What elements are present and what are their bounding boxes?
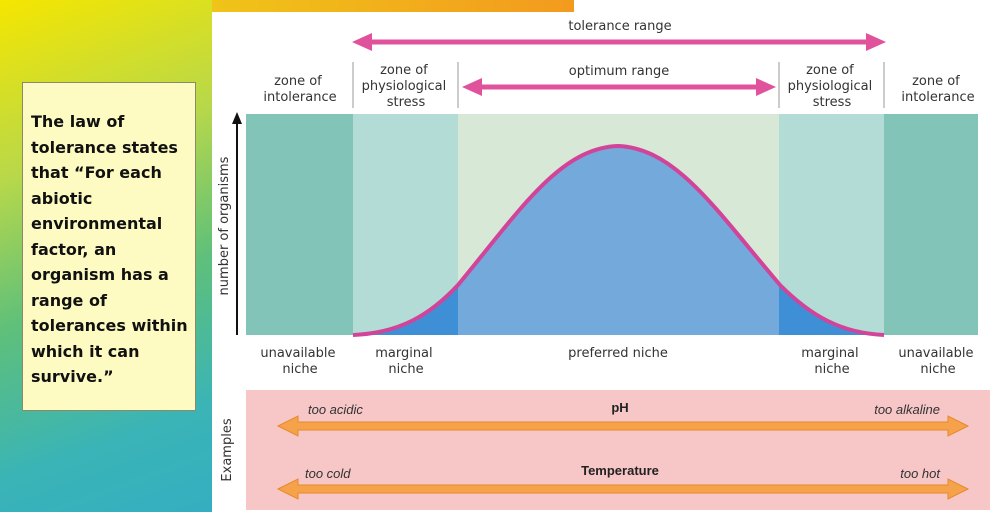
ph-arrow xyxy=(276,415,970,437)
niche-label-right-marginal: marginal niche xyxy=(801,346,863,377)
law-of-tolerance-textbox: The law of tolerance states that “For ea… xyxy=(22,82,196,411)
bottom-strip xyxy=(0,512,996,524)
niche-label-right-unavailable: unavailable niche xyxy=(898,346,977,377)
zone-label-left-intolerance: zone of intolerance xyxy=(263,74,336,105)
tolerance-range-label: tolerance range xyxy=(568,19,671,34)
y-axis-label: number of organisms xyxy=(217,156,232,295)
zone-band-right-intolerance xyxy=(884,114,978,335)
optimum-range-label: optimum range xyxy=(569,64,669,79)
examples-label: Examples xyxy=(220,418,235,481)
example-right-temperature: too hot xyxy=(900,466,941,481)
example-right-ph: too alkaline xyxy=(874,402,940,417)
niche-label-left-unavailable: unavailable niche xyxy=(260,346,339,377)
population-curve xyxy=(352,143,885,337)
example-title-temperature: Temperature xyxy=(581,463,659,478)
niche-label-left-marginal: marginal niche xyxy=(375,346,437,377)
y-axis xyxy=(232,112,242,335)
example-left-temperature: too cold xyxy=(305,466,351,481)
zone-label-right-stress: zone of physiological stress xyxy=(788,63,877,110)
tolerance-range-arrow xyxy=(352,33,886,51)
zone-label-right-intolerance: zone of intolerance xyxy=(901,74,974,105)
zone-label-left-stress: zone of physiological stress xyxy=(362,63,451,110)
top-accent-bar xyxy=(212,0,574,12)
example-left-ph: too acidic xyxy=(308,402,363,417)
niche-label-preferred: preferred niche xyxy=(568,346,668,361)
zone-band-left-stress xyxy=(353,114,458,335)
optimum-range-arrow xyxy=(462,78,776,96)
temperature-arrow xyxy=(276,478,970,500)
example-title-ph: pH xyxy=(611,400,628,415)
zone-band-left-intolerance xyxy=(246,114,353,335)
law-of-tolerance-text: The law of tolerance states that “For ea… xyxy=(31,112,188,386)
